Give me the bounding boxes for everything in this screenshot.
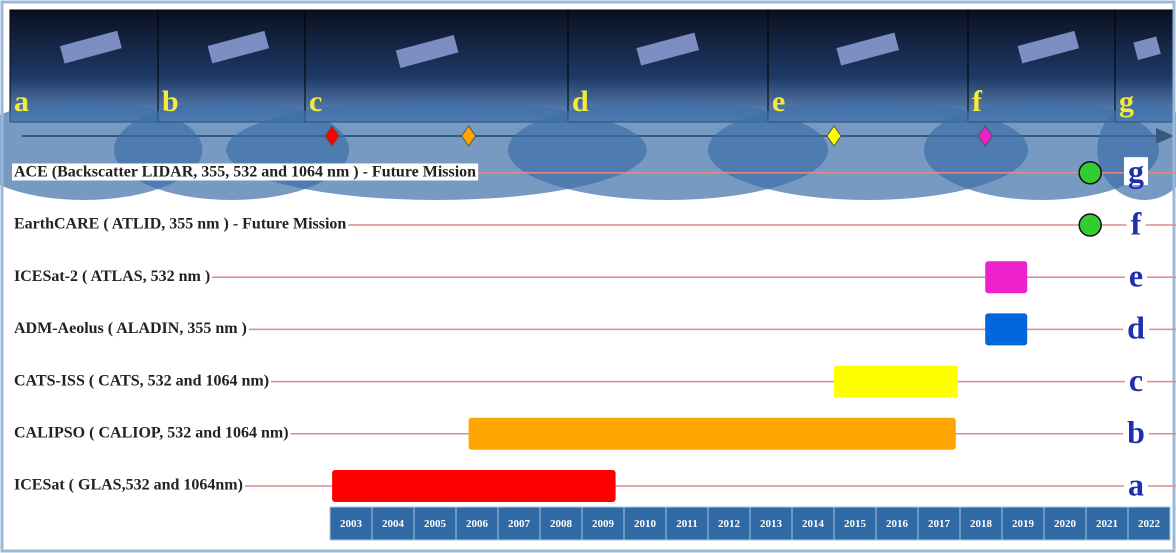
mission-letter: g (1128, 153, 1144, 189)
year-cell (539, 506, 583, 541)
mission-letter: d (1127, 310, 1145, 346)
photo-letter: f (972, 85, 983, 118)
photo-letter: e (772, 85, 785, 118)
year-cell (329, 506, 373, 541)
letter-bg (1123, 313, 1150, 342)
year-label: 2005 (424, 518, 447, 530)
photo-satellite (1017, 30, 1080, 64)
mission-label: EarthCARE ( ATLID, 355 nm ) - Future Mis… (14, 216, 346, 233)
mission-letter: c (1129, 362, 1143, 398)
year-cell (833, 506, 877, 541)
letter-bg (1124, 365, 1148, 394)
year-label: 2003 (340, 518, 363, 530)
year-cell (665, 506, 709, 541)
year-label: 2018 (970, 518, 993, 530)
mission-label: CALIPSO ( CALIOP, 532 and 1064 nm) (14, 424, 289, 441)
photo-satellite (395, 35, 459, 68)
photo-satellite (1133, 36, 1161, 61)
launch-diamond (324, 125, 340, 147)
photo-letter: b (162, 85, 179, 118)
year-label: 2013 (760, 518, 783, 530)
mission-marker (1078, 161, 1102, 185)
mission-bar (985, 313, 1028, 346)
launch-diamond (460, 125, 477, 147)
mission-letter: e (1129, 258, 1143, 294)
letter-bg (1124, 261, 1148, 290)
year-label: 2011 (676, 518, 697, 530)
year-label: 2004 (382, 518, 405, 530)
year-label: 2014 (802, 518, 825, 530)
year-label: 2017 (928, 518, 951, 530)
letter-bg (1124, 470, 1148, 499)
year-cell (1001, 506, 1045, 541)
label-bg (12, 320, 249, 338)
mission-label: ICESat ( GLAS,532 and 1064nm) (14, 477, 243, 494)
year-label: 2020 (1054, 518, 1077, 530)
letter-bg (1124, 157, 1148, 186)
label-bg (12, 267, 213, 285)
photo-satellite (59, 30, 122, 64)
mission-letter: f (1131, 205, 1142, 241)
photo-earth (1097, 100, 1176, 200)
year-cell (581, 506, 625, 541)
year-label: 2008 (550, 518, 573, 530)
label-bg (12, 476, 245, 494)
launch-diamond (826, 125, 842, 147)
label-bg (12, 424, 291, 442)
photo-letter: a (14, 85, 29, 118)
year-cell (497, 506, 541, 541)
photo-satellite (836, 32, 900, 66)
year-label: 2009 (592, 518, 615, 530)
mission-bar (332, 470, 616, 502)
year-label: 2006 (466, 518, 489, 530)
year-label: 2012 (718, 518, 741, 530)
year-cell (959, 506, 1003, 541)
year-cell (1127, 506, 1171, 541)
mission-label: CATS-ISS ( CATS, 532 and 1064 nm) (14, 372, 269, 389)
label-bg (12, 215, 349, 233)
year-label: 2016 (886, 518, 909, 530)
year-label: 2019 (1012, 518, 1035, 530)
year-cell (623, 506, 667, 541)
mission-letter: a (1128, 466, 1144, 502)
mission-bar (985, 261, 1028, 294)
year-label: 2015 (844, 518, 867, 530)
year-label: 2022 (1138, 518, 1161, 530)
year-cell (749, 506, 793, 541)
mission-label: ICESat-2 ( ATLAS, 532 nm ) (14, 268, 210, 285)
photo-letter: c (309, 85, 322, 118)
photo-satellite (207, 30, 270, 64)
letter-bg (1123, 418, 1149, 447)
letter-bg (1126, 209, 1146, 238)
photo-satellite (636, 32, 700, 66)
mission-marker (1078, 213, 1102, 237)
year-label: 2007 (508, 518, 531, 530)
year-cell (371, 506, 415, 541)
year-cell (707, 506, 751, 541)
mission-letter: b (1127, 414, 1145, 450)
photo-letter: g (1119, 85, 1134, 118)
year-cell (917, 506, 961, 541)
mission-bar (468, 417, 956, 450)
year-cell (1085, 506, 1129, 541)
year-label: 2021 (1096, 518, 1118, 530)
mission-bar (834, 365, 958, 398)
mission-label: ADM-Aeolus ( ALADIN, 355 nm ) (14, 320, 247, 337)
year-label: 2010 (634, 518, 657, 530)
mission-label: ACE (Backscatter LIDAR, 355, 532 and 106… (14, 163, 476, 180)
label-bg (12, 163, 479, 181)
label-bg (12, 372, 272, 390)
year-cell (455, 506, 499, 541)
photo-letter: d (572, 85, 589, 118)
launch-diamond (977, 125, 993, 147)
